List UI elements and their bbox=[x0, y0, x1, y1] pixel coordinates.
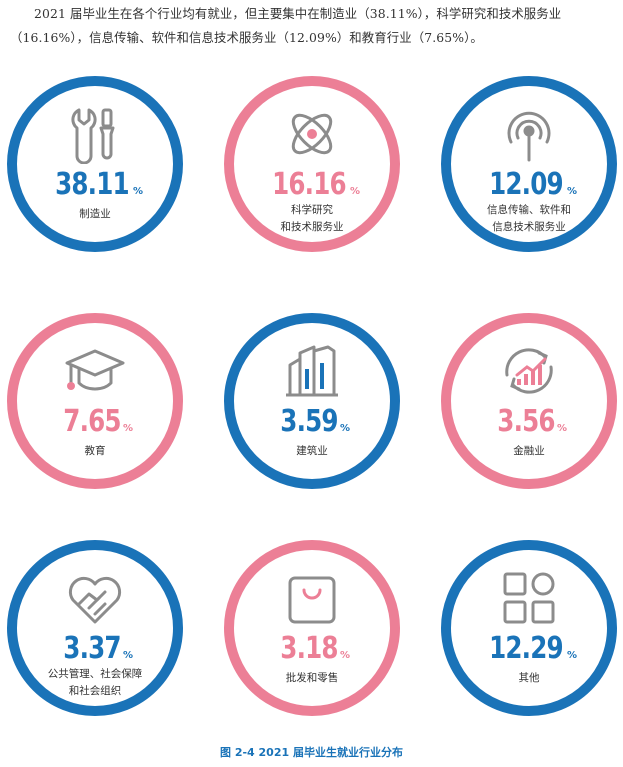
industry-label: 制造业 bbox=[79, 208, 111, 220]
industry-label: 金融业 bbox=[513, 445, 545, 457]
industry-card-manufacturing: 38.11% 制造业 bbox=[7, 76, 183, 252]
building-icon bbox=[282, 341, 342, 401]
industry-percentage: 16.16% bbox=[272, 167, 360, 202]
broadcast-icon bbox=[499, 104, 559, 164]
industry-percentage: 7.65% bbox=[63, 404, 134, 439]
industry-card-it: 12.09% 信息传输、软件和 信息技术服务业 bbox=[441, 76, 617, 252]
grid-apps-icon bbox=[499, 568, 559, 628]
atom-icon bbox=[282, 104, 342, 164]
industry-card-finance: 3.56% 金融业 bbox=[441, 313, 617, 489]
industry-label: 其他 bbox=[518, 672, 540, 684]
industry-label: 信息传输、软件和 信息技术服务业 bbox=[487, 204, 571, 233]
industry-percentage: 3.18% bbox=[280, 631, 351, 666]
finance-chart-icon bbox=[499, 341, 559, 401]
industry-card-construction: 3.59% 建筑业 bbox=[224, 313, 400, 489]
tools-icon bbox=[65, 104, 125, 164]
industry-percentage: 3.59% bbox=[280, 404, 351, 439]
industry-label: 公共管理、社会保障 和社会组织 bbox=[47, 668, 143, 697]
industry-card-retail: 3.18% 批发和零售 bbox=[224, 540, 400, 716]
industry-label: 科学研究 和技术服务业 bbox=[280, 204, 344, 233]
figure-caption: 图 2-4 2021 届毕业生就业行业分布 bbox=[220, 746, 403, 759]
industry-card-education: 7.65% 教育 bbox=[7, 313, 183, 489]
industry-label: 建筑业 bbox=[296, 445, 328, 457]
industry-percentage: 38.11% bbox=[55, 167, 143, 202]
industry-card-research: 16.16% 科学研究 和技术服务业 bbox=[224, 76, 400, 252]
graduation-cap-icon bbox=[65, 341, 125, 401]
industry-percentage: 12.09% bbox=[489, 167, 577, 202]
industry-label: 批发和零售 bbox=[285, 672, 339, 684]
industry-percentage: 3.37% bbox=[63, 631, 134, 666]
shopping-bag-icon bbox=[282, 568, 342, 628]
heart-hands-icon bbox=[65, 568, 125, 628]
industry-label: 教育 bbox=[84, 445, 106, 457]
industry-card-other: 12.29% 其他 bbox=[441, 540, 617, 716]
industry-card-public-admin: 3.37% 公共管理、社会保障 和社会组织 bbox=[7, 540, 183, 716]
intro-paragraph: 2021 届毕业生在各个行业均有就业，但主要集中在制造业（38.11%），科学研… bbox=[10, 6, 562, 45]
industry-percentage: 12.29% bbox=[489, 631, 577, 666]
industry-percentage: 3.56% bbox=[497, 404, 568, 439]
